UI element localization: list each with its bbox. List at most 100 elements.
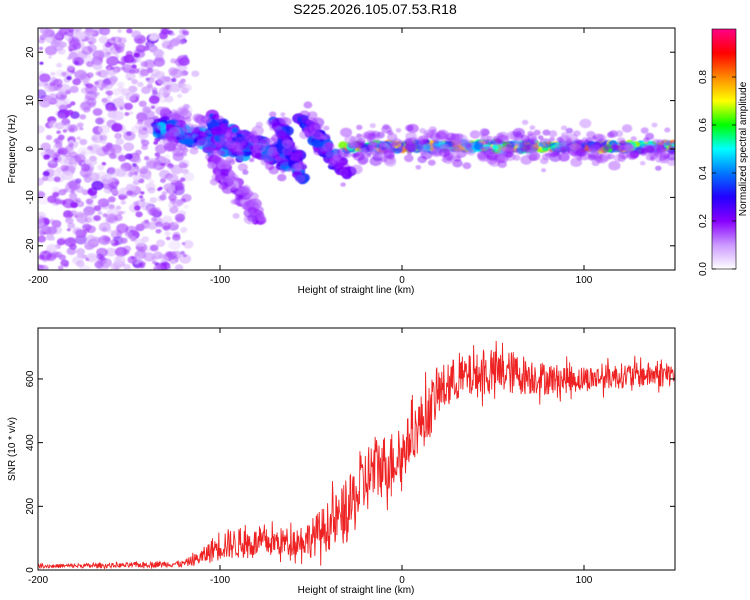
spectrogram-blob bbox=[91, 180, 104, 191]
spectrogram-blob bbox=[80, 101, 92, 110]
spectrogram-blob bbox=[241, 204, 248, 210]
spectrogram-blob bbox=[337, 147, 350, 158]
spectrogram-blob bbox=[166, 184, 176, 192]
spectrogram-blob bbox=[234, 193, 244, 201]
spectrogram-blob bbox=[250, 130, 257, 135]
spectrogram-blob bbox=[583, 139, 590, 145]
spectrogram-blob bbox=[406, 141, 419, 152]
spectrogram-blob bbox=[328, 160, 336, 167]
spectrogram-blob bbox=[381, 125, 392, 134]
spectrogram-blob bbox=[191, 70, 200, 77]
spectrogram-blob bbox=[88, 143, 99, 152]
spectrogram-blob bbox=[108, 214, 115, 220]
spectrogram-blob bbox=[169, 83, 181, 93]
spectrogram-blob bbox=[57, 265, 64, 270]
spectrogram-blob bbox=[50, 71, 56, 76]
spectrogram-blob bbox=[478, 138, 488, 146]
spectrogram-blob bbox=[79, 114, 87, 120]
spectrogram-blob bbox=[106, 56, 119, 66]
spectrogram-blob bbox=[98, 235, 111, 246]
spectrogram-blob bbox=[158, 156, 168, 164]
spectrogram-blob bbox=[180, 177, 186, 182]
spectrogram-blob bbox=[232, 213, 240, 219]
spectrogram-blob bbox=[42, 170, 50, 177]
spectrogram-blob bbox=[116, 223, 129, 234]
spectrogram-blob bbox=[43, 28, 55, 38]
spectrogram-blob bbox=[238, 129, 244, 135]
spectrogram-blob bbox=[179, 39, 186, 45]
spectrogram-blob bbox=[96, 256, 107, 265]
spectrogram-blob bbox=[144, 219, 150, 224]
spectrogram-blob bbox=[125, 92, 137, 102]
spectrogram-blob bbox=[120, 61, 126, 66]
spectrogram-blob bbox=[90, 243, 96, 248]
spectrogram-blob bbox=[72, 37, 80, 44]
spectrogram-blob bbox=[134, 157, 142, 164]
snr-y-tick-label: 600 bbox=[25, 370, 36, 387]
snr-y-tick-label: 0 bbox=[25, 567, 36, 573]
spectrogram-blob bbox=[139, 73, 145, 78]
spectrogram-blob bbox=[66, 75, 72, 81]
spectrogram-x-tick-label: -100 bbox=[210, 275, 230, 286]
spectrogram-blob bbox=[105, 104, 115, 112]
spectrogram-blob bbox=[38, 38, 45, 44]
spectrogram-blob bbox=[144, 174, 152, 180]
spectrogram-blob bbox=[114, 255, 126, 265]
spectrogram-blob bbox=[640, 127, 649, 134]
spectrogram-blob bbox=[453, 137, 463, 145]
spectrogram-blob bbox=[604, 144, 612, 150]
spectrogram-blob bbox=[92, 108, 103, 116]
spectrogram-blob bbox=[436, 129, 449, 140]
spectrogram-blob bbox=[171, 113, 181, 121]
spectrogram-blob bbox=[306, 117, 318, 127]
spectrogram-blob bbox=[438, 148, 451, 158]
spectrogram-blob bbox=[215, 131, 223, 137]
spectrogram-blob bbox=[58, 83, 71, 94]
spectrogram-y-label: Frequency (Hz) bbox=[7, 115, 18, 184]
colorbar-ticks: 0.0 0.2 0.4 0.6 0.8 bbox=[698, 70, 736, 276]
spectrogram-blob bbox=[69, 192, 78, 200]
spectrogram-blob bbox=[311, 139, 323, 148]
spectrogram-blob bbox=[179, 72, 186, 77]
colorbar: 0.0 0.2 0.4 0.6 0.8 Normalized spectral ampl… bbox=[698, 28, 749, 276]
spectrogram-blob bbox=[145, 160, 157, 170]
spectrogram-blob bbox=[61, 171, 74, 181]
spectrogram-blob bbox=[160, 89, 169, 97]
spectrogram-blob bbox=[441, 157, 448, 163]
spectrogram-blob bbox=[70, 101, 76, 106]
spectrogram-blob bbox=[135, 121, 146, 131]
spectrogram-blob bbox=[162, 215, 173, 224]
spectrogram-blob bbox=[39, 61, 44, 65]
spectrogram-blob bbox=[140, 197, 146, 202]
spectrogram-blob bbox=[125, 183, 136, 192]
spectrogram-blob bbox=[180, 226, 188, 233]
spectrogram-blob bbox=[209, 178, 219, 186]
spectrogram-blob bbox=[537, 135, 544, 140]
spectrogram-blob bbox=[340, 182, 346, 187]
spectrogram-blob bbox=[558, 152, 570, 162]
spectrogram-blob bbox=[161, 28, 169, 35]
spectrogram-blob bbox=[588, 142, 601, 153]
spectrogram-blob bbox=[131, 79, 138, 85]
spectrogram-blob bbox=[613, 154, 623, 162]
spectrogram-blob bbox=[171, 77, 177, 83]
spectrogram-blob bbox=[42, 81, 51, 89]
spectrogram-blob bbox=[170, 32, 176, 36]
spectrogram-blob bbox=[95, 71, 102, 76]
spectrogram-blob bbox=[38, 46, 44, 51]
spectrogram-blob bbox=[151, 111, 156, 115]
spectrogram-blob bbox=[178, 57, 190, 66]
spectrogram-blob bbox=[152, 115, 159, 121]
spectrogram-blob bbox=[624, 144, 636, 153]
spectrogram-blob bbox=[46, 95, 55, 103]
spectrogram-blob bbox=[173, 221, 179, 226]
spectrogram-blob bbox=[131, 30, 142, 39]
spectrogram-blob bbox=[152, 48, 164, 58]
spectrogram-blob bbox=[41, 257, 48, 263]
spectrogram-blob bbox=[51, 220, 62, 228]
spectrogram-blob bbox=[234, 136, 246, 146]
spectrogram-blob bbox=[76, 211, 85, 219]
spectrogram-blob bbox=[159, 98, 166, 104]
spectrogram-blob bbox=[643, 137, 650, 143]
spectrogram-blob bbox=[556, 136, 564, 143]
